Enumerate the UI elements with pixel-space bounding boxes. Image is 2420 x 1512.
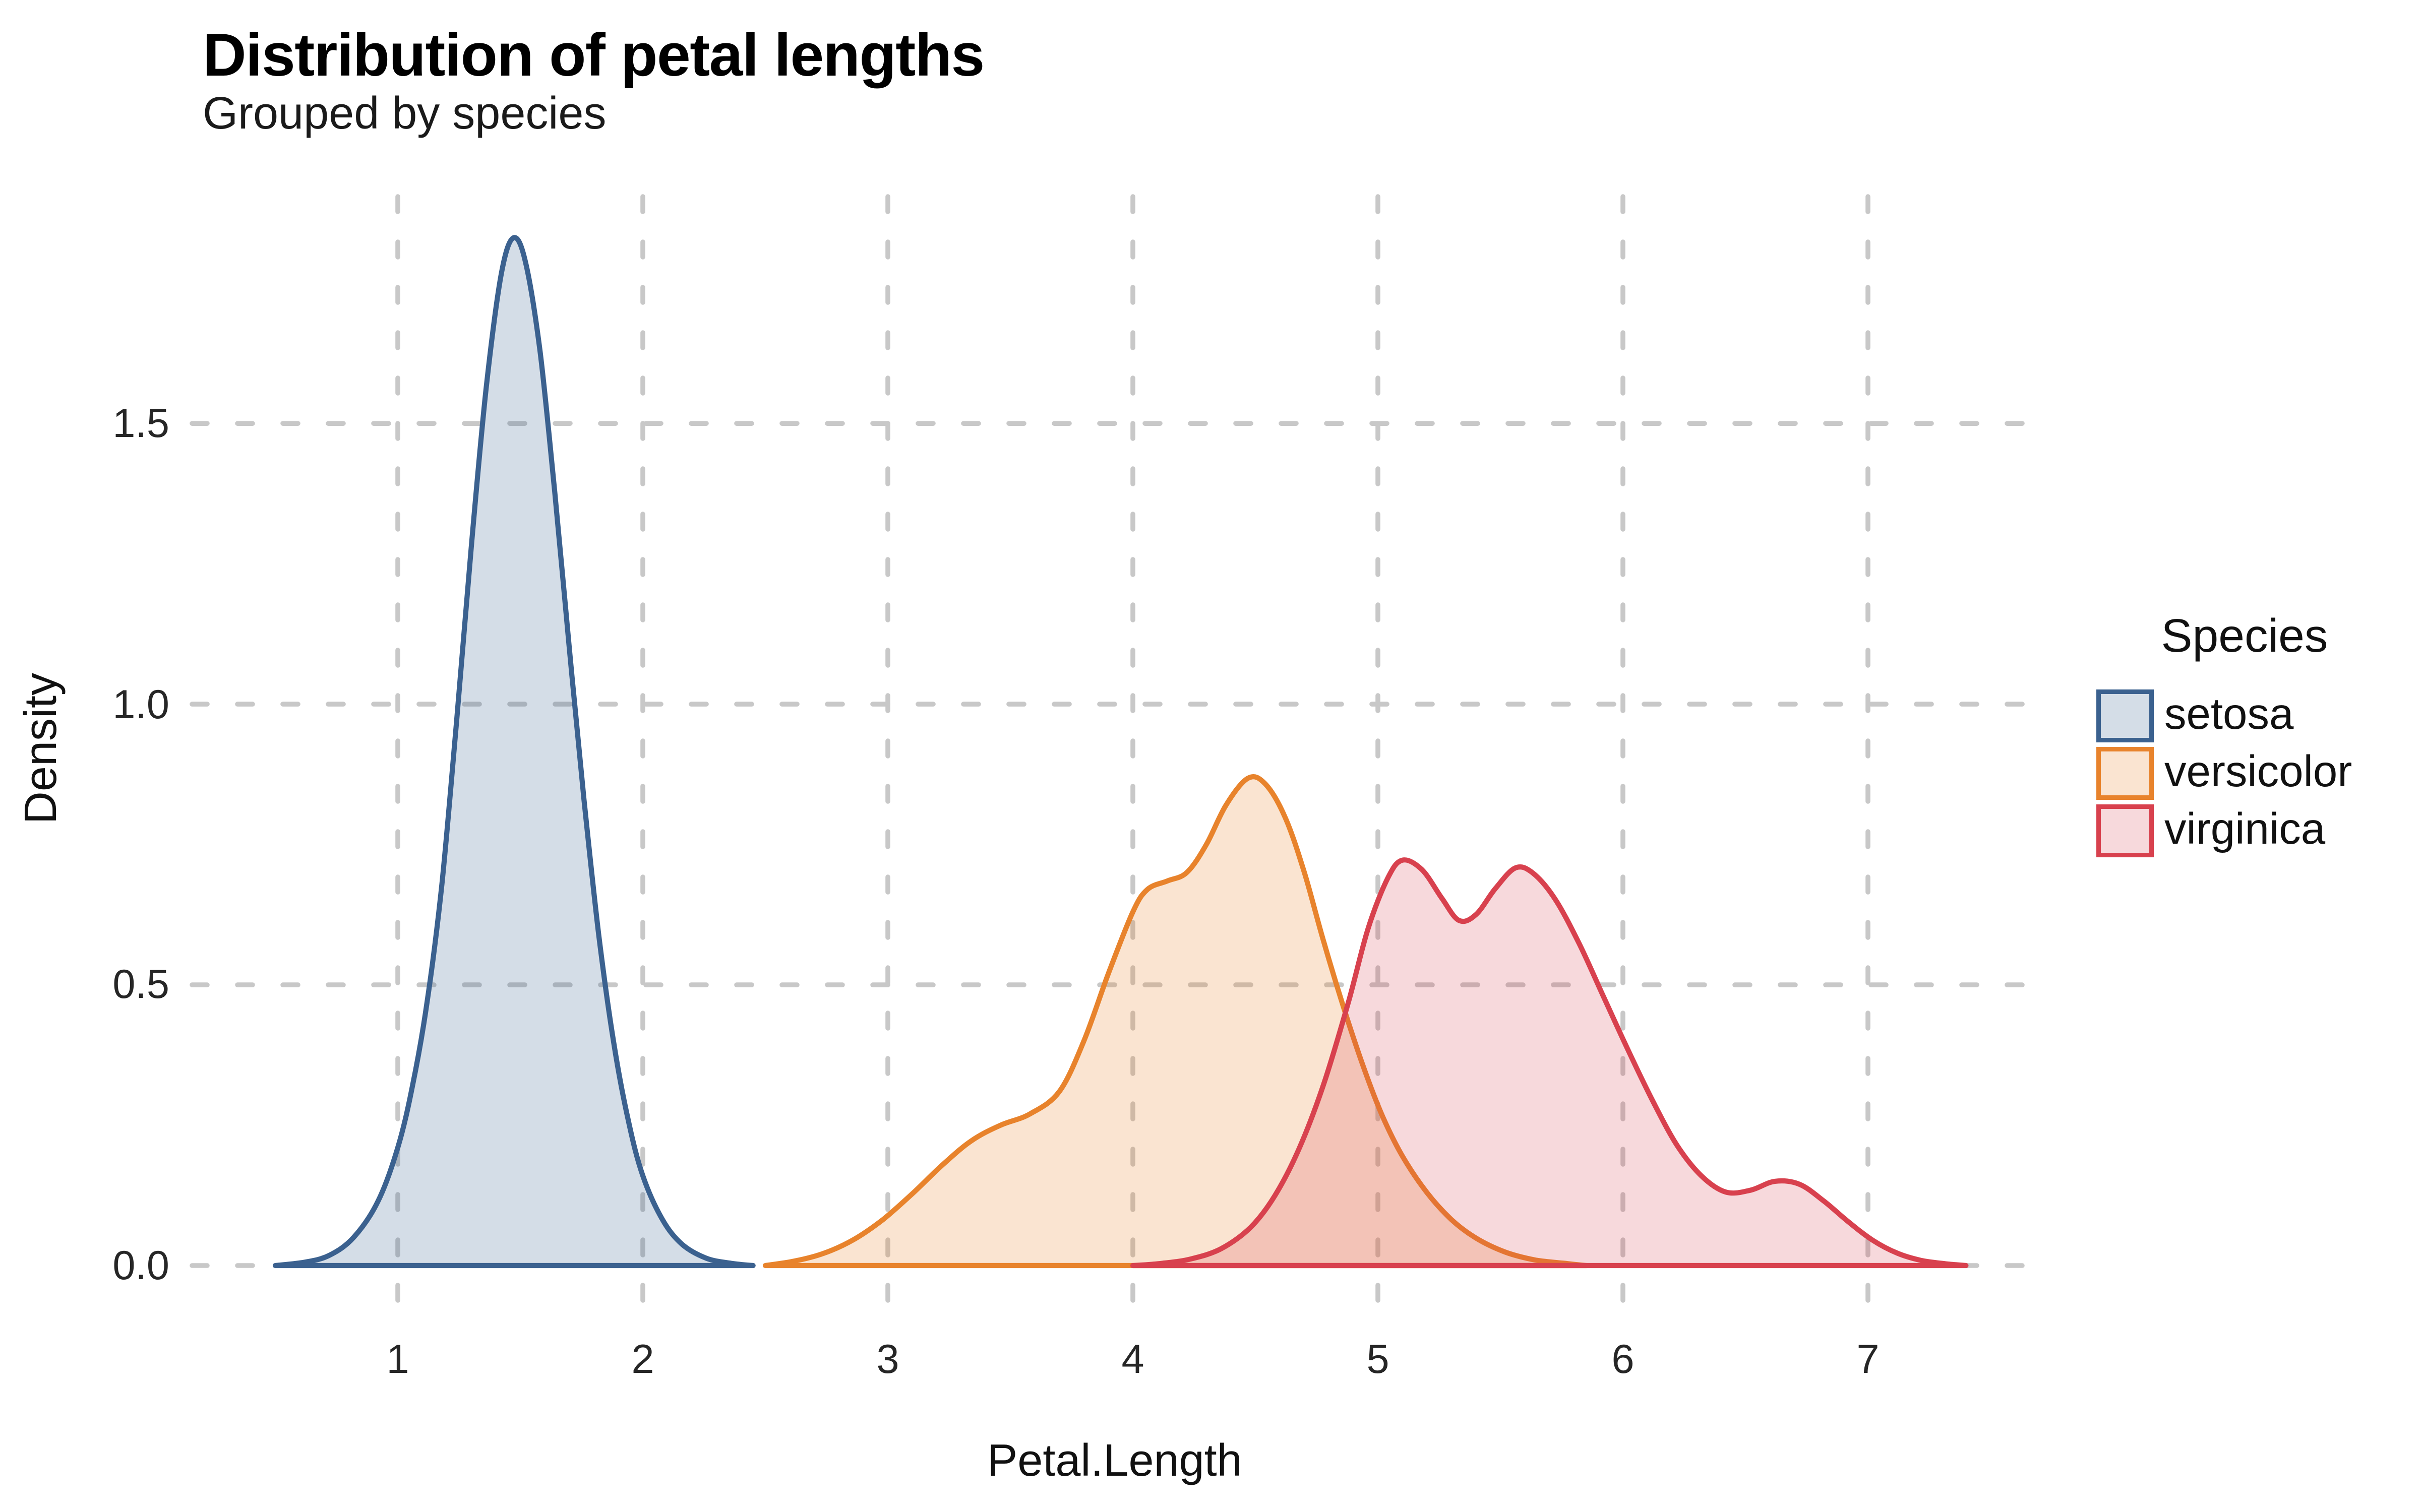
- x-tick-label: 5: [1366, 1337, 1389, 1382]
- x-tick-label: 7: [1856, 1337, 1880, 1382]
- legend-item-versicolor: versicolor: [2096, 747, 2414, 800]
- legend-swatch-setosa: [2096, 689, 2154, 742]
- y-tick-label: 0.5: [112, 962, 169, 1008]
- legend-swatch-versicolor: [2096, 747, 2154, 800]
- y-tick-label: 1.5: [112, 401, 169, 447]
- density-curve-setosa: [272, 235, 756, 1269]
- y-tick-label: 1.0: [112, 681, 169, 727]
- y-axis-title: Density: [17, 672, 67, 825]
- legend-item-setosa: setosa: [2096, 689, 2414, 742]
- legend-swatch-virginica: [2096, 804, 2154, 857]
- chart-title: Distribution of petal lengths: [203, 23, 985, 89]
- density-curve-virginica: [1130, 857, 1969, 1269]
- legend-item-virginica: virginica: [2096, 804, 2414, 857]
- legend-label-versicolor: versicolor: [2164, 748, 2352, 797]
- legend-label-setosa: setosa: [2164, 691, 2294, 739]
- legend-title: Species: [2161, 609, 2328, 662]
- x-tick-label: 4: [1121, 1337, 1144, 1382]
- y-tick-label: 0.0: [112, 1243, 169, 1288]
- chart-subtitle: Grouped by species: [203, 89, 607, 139]
- x-axis-title: Petal.Length: [987, 1436, 1242, 1486]
- x-tick-label: 6: [1611, 1337, 1635, 1382]
- legend: Species setosa versicolor virginica: [2096, 609, 2414, 862]
- x-tick-label: 3: [876, 1337, 899, 1382]
- density-curve-versicolor: [762, 774, 1589, 1269]
- legend-label-virginica: virginica: [2164, 806, 2326, 854]
- x-tick-label: 2: [631, 1337, 654, 1382]
- x-tick-label: 1: [386, 1337, 409, 1382]
